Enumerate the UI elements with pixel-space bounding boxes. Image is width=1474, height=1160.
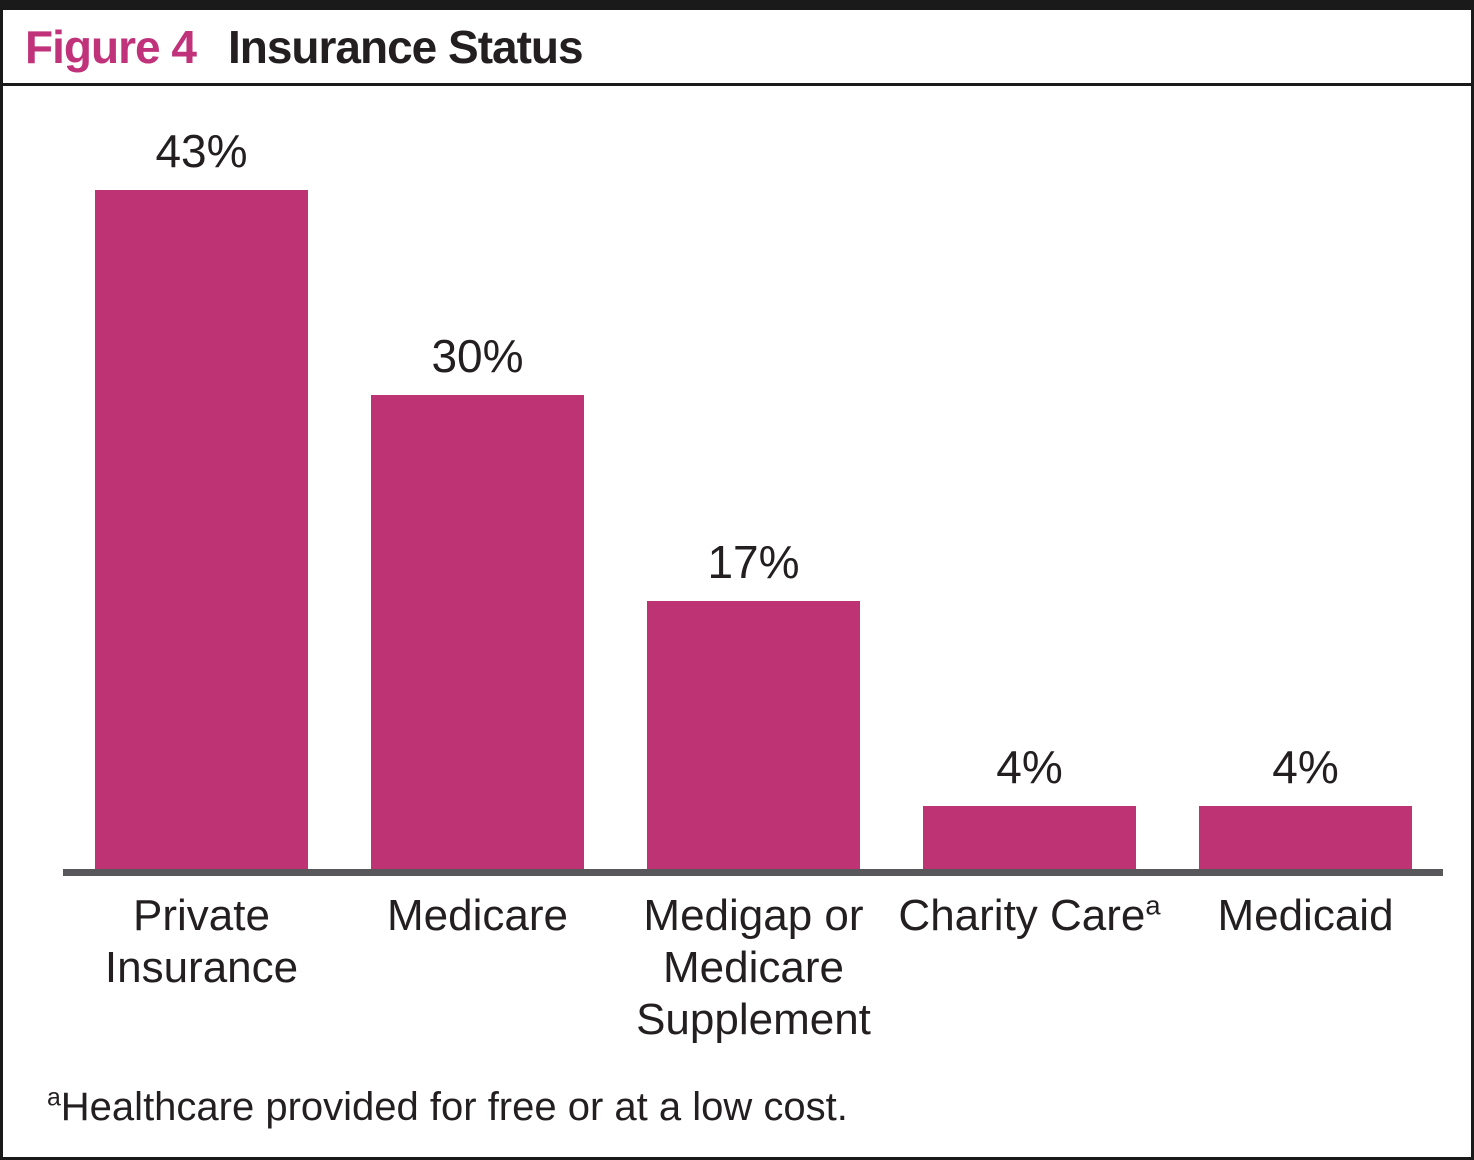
figure-label: Figure 4 [25, 20, 197, 73]
bar-value-label: 17% [707, 536, 800, 588]
bar-value-label: 30% [431, 330, 524, 382]
bar [371, 395, 584, 869]
bar-value-label: 43% [155, 125, 248, 177]
footnote-text: Healthcare provided for free or at a low… [60, 1085, 848, 1129]
figure-title: Insurance Status [227, 20, 584, 73]
bar-value-label: 4% [1272, 741, 1339, 793]
category-label: Private Insurance [104, 891, 299, 992]
footnote: aHealthcare provided for free or at a lo… [47, 1084, 848, 1130]
bar-value-label: 4% [996, 741, 1063, 793]
category-superscript: a [1145, 889, 1161, 921]
x-axis-line [63, 869, 1443, 876]
top-rule [3, 0, 1471, 10]
figure-header: Figure 4 Insurance Status [3, 10, 1471, 86]
bar [923, 806, 1136, 869]
category-label: Medicare [387, 891, 568, 940]
category-label: Medigap or Medicare Supplement [636, 891, 871, 1044]
bar [647, 601, 860, 869]
bar-chart: 43% Private Insurance 30% Medicare 17% Mediga… [3, 0, 1471, 1157]
category-label: Medicaid [1217, 891, 1394, 940]
bar [1199, 806, 1412, 869]
bar [95, 190, 308, 869]
footnote-marker: a [47, 1084, 61, 1112]
category-label: Charity Carea [898, 889, 1161, 940]
